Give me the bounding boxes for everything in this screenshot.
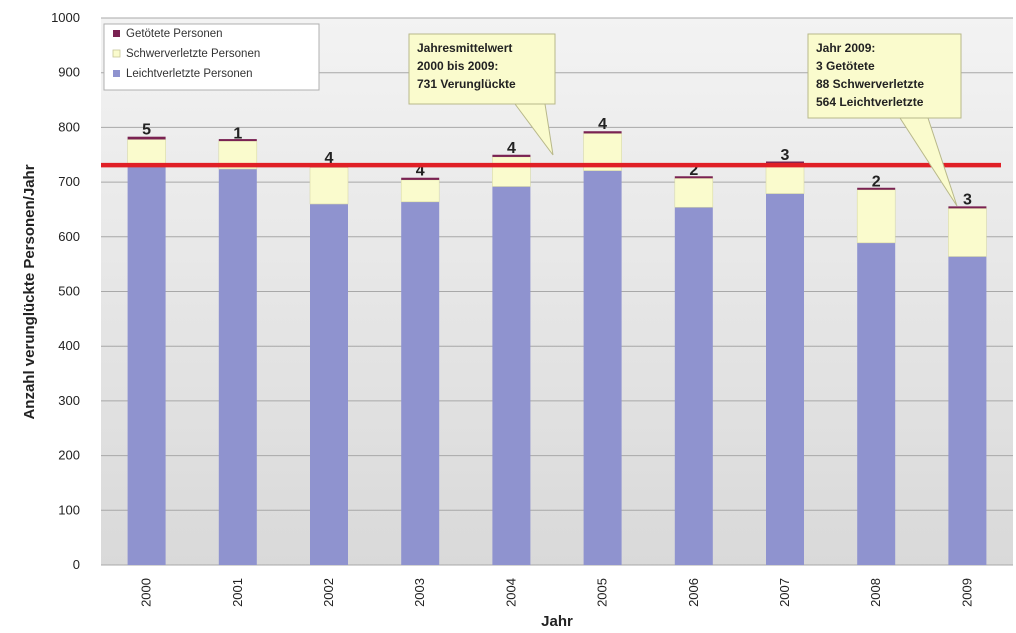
callout-line: 3 Getötete: [816, 59, 875, 73]
bar-segment-leichtverletzte: [857, 242, 896, 565]
callout-box: [408, 33, 556, 105]
callout-line: 2000 bis 2009:: [417, 59, 498, 73]
legend: Getötete Personen Schwerverletzte Persone…: [103, 23, 320, 91]
bar-segment-leichtverletzte: [766, 193, 804, 565]
fatal-count-label: 2: [689, 162, 698, 179]
y-tick-label: 400: [58, 338, 80, 353]
legend-swatch: [113, 70, 120, 77]
bar-segment-schwerverletzte: [856, 189, 896, 244]
bar-segment-getötete: [948, 206, 987, 209]
callout-0: Jahresmittelwert 2000 bis 2009: 731 Verung…: [408, 33, 556, 156]
bar-segment-leichtverletzte: [583, 170, 622, 565]
y-tick-label: 200: [58, 448, 80, 463]
bar-segment-schwerverletzte: [127, 139, 166, 168]
fatal-count-label: 3: [781, 147, 790, 164]
x-tick-label: 2007: [777, 578, 792, 607]
fatal-count-label: 5: [142, 122, 151, 139]
bar-segment-leichtverletzte: [218, 168, 257, 566]
y-tick-label: 500: [58, 284, 80, 299]
callout-line: 88 Schwerverletzte: [816, 77, 924, 91]
bar-segment-schwerverletzte: [309, 167, 349, 205]
bar-segment-getötete: [583, 131, 622, 134]
legend-swatch: [112, 49, 121, 58]
fatal-count-label: 4: [507, 140, 516, 157]
x-tick-label: 2008: [868, 578, 883, 607]
fatal-count-label: 1: [233, 126, 242, 143]
fatal-count-label: 4: [325, 150, 334, 167]
x-tick-label: 2005: [595, 578, 610, 607]
y-axis-title: Anzahl verunglückte Personen/Jahr: [21, 164, 38, 419]
y-tick-label: 600: [58, 229, 80, 244]
legend-box: [103, 23, 320, 91]
callout-line: 564 Leichtverletzte: [816, 95, 924, 109]
callout-1: Jahr 2009: 3 Getötete 88 Schwerverletzte 56…: [807, 33, 962, 207]
bar-segment-getötete: [218, 139, 257, 142]
bar-segment-leichtverletzte: [948, 256, 987, 565]
callout-line: Jahresmittelwert: [417, 41, 512, 55]
bar-segment-leichtverletzte: [127, 166, 166, 565]
y-tick-label: 700: [58, 174, 80, 189]
bar-segment-getötete: [766, 161, 804, 164]
y-tick-label: 800: [58, 119, 80, 134]
y-tick-label: 1000: [51, 10, 80, 25]
bar-segment-leichtverletzte: [310, 203, 348, 566]
y-tick-label: 0: [73, 557, 80, 572]
callout-line: Jahr 2009:: [816, 41, 875, 55]
bar-segment-schwerverletzte: [765, 163, 805, 194]
x-axis-title: Jahr: [541, 613, 573, 630]
bar-segment-getötete: [857, 187, 896, 190]
bar-segment-getötete: [401, 177, 440, 180]
bar-segment-schwerverletzte: [492, 156, 531, 187]
fatal-count-label: 3: [963, 192, 972, 209]
legend-label: Leichtverletzte Personen: [126, 68, 253, 80]
fatal-count-label: 4: [416, 163, 425, 180]
bar-segment-schwerverletzte: [400, 179, 440, 203]
legend-label: Getötete Personen: [126, 28, 223, 40]
bar-segment-getötete: [127, 136, 166, 140]
x-tick-label: 2002: [321, 578, 336, 607]
bar-segment-leichtverletzte: [674, 207, 713, 565]
bar-segment-schwerverletzte: [674, 177, 714, 208]
x-tick-label: 2004: [503, 578, 518, 607]
fatal-count-label: 2: [872, 174, 881, 191]
bar-segment-leichtverletzte: [401, 201, 440, 566]
bar-segment-getötete: [674, 176, 713, 179]
x-tick-label: 2003: [412, 578, 427, 607]
x-tick-label: 2000: [139, 578, 154, 607]
callout-box: [807, 33, 962, 119]
bar-segment-schwerverletzte: [948, 208, 987, 257]
bar-segment-leichtverletzte: [492, 186, 531, 565]
x-tick-label: 2009: [959, 578, 974, 607]
legend-swatch: [113, 30, 120, 37]
x-tick-label: 2006: [686, 578, 701, 607]
fatal-count-label: 4: [598, 116, 607, 133]
legend-label: Schwerverletzte Personen: [126, 48, 260, 60]
y-tick-label: 900: [58, 65, 80, 80]
callout-line: 731 Verunglückte: [417, 77, 516, 91]
x-tick-label: 2001: [230, 578, 245, 607]
bar-segment-getötete: [492, 154, 531, 157]
y-tick-label: 100: [58, 502, 80, 517]
y-tick-label: 300: [58, 393, 80, 408]
